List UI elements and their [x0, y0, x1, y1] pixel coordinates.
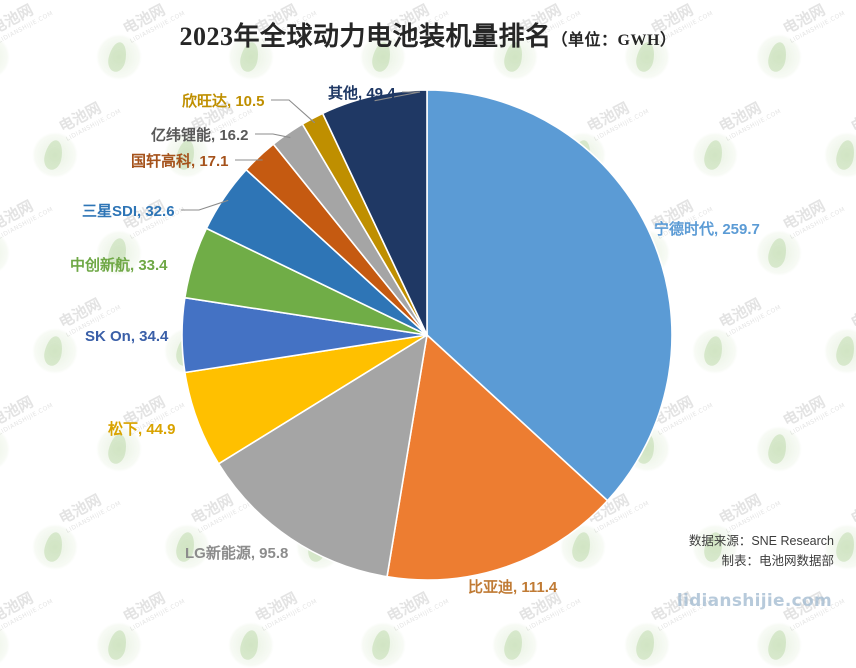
pie-slice[interactable]: [426, 89, 673, 502]
chart-title-unit: （单位：GWH）: [551, 32, 677, 49]
leader-line: [374, 91, 421, 102]
slice-label: 松下, 44.9: [108, 421, 176, 438]
slice-label: 中创新航, 33.4: [70, 257, 168, 274]
maker-line: 制表：电池网数据部: [721, 553, 834, 568]
source-line: 数据来源：SNE Research: [688, 534, 834, 549]
chart-canvas: 电池网 LIDIANSHIJIE.COM 电池网 LIDIANSHIJIE.COM 电池…: [0, 0, 856, 615]
page-title: 2023年全球动力电池装机量排名（单位：GWH）: [0, 16, 856, 53]
watermark-leaf-icon: [756, 622, 802, 668]
leader-line: [255, 133, 291, 139]
leader-line: [271, 99, 316, 124]
slice-label: 其他, 49.4: [328, 85, 396, 102]
slice-label: 比亚迪, 111.4: [468, 579, 558, 596]
watermark-leaf-icon: [0, 622, 10, 668]
slice-label: SK On, 34.4: [85, 328, 169, 345]
watermark-leaf-icon: [624, 622, 670, 668]
pie-slice[interactable]: [386, 333, 609, 581]
pie-slice[interactable]: [217, 333, 429, 578]
watermark-leaf-icon: [492, 622, 538, 668]
slice-label: 宁德时代, 259.7: [654, 221, 760, 238]
footer-source-block: 数据来源：SNE Research 制表：电池网数据部: [689, 532, 834, 571]
watermark-leaf-icon: [96, 622, 142, 668]
watermark-leaf-icon: [360, 622, 406, 668]
slice-label: LG新能源, 95.8: [185, 545, 289, 562]
slice-label: 三星SDI, 32.6: [82, 203, 175, 220]
pie-svg: [181, 89, 673, 581]
watermark-leaf-icon: [228, 622, 274, 668]
leader-line: [181, 199, 229, 211]
slice-label: 国轩高科, 17.1: [131, 153, 229, 170]
chart-title-main: 2023年全球动力电池装机量排名: [179, 22, 552, 51]
site-watermark: lidianshijie.com: [676, 591, 832, 611]
slice-label: 亿纬锂能, 16.2: [151, 127, 249, 144]
slice-label: 欣旺达, 10.5: [182, 93, 265, 110]
pie-chart-area: 2023年全球动力电池装机量排名（单位：GWH） 宁德时代, 259.7 比亚迪,…: [0, 16, 856, 611]
pie-slice[interactable]: [321, 89, 428, 336]
